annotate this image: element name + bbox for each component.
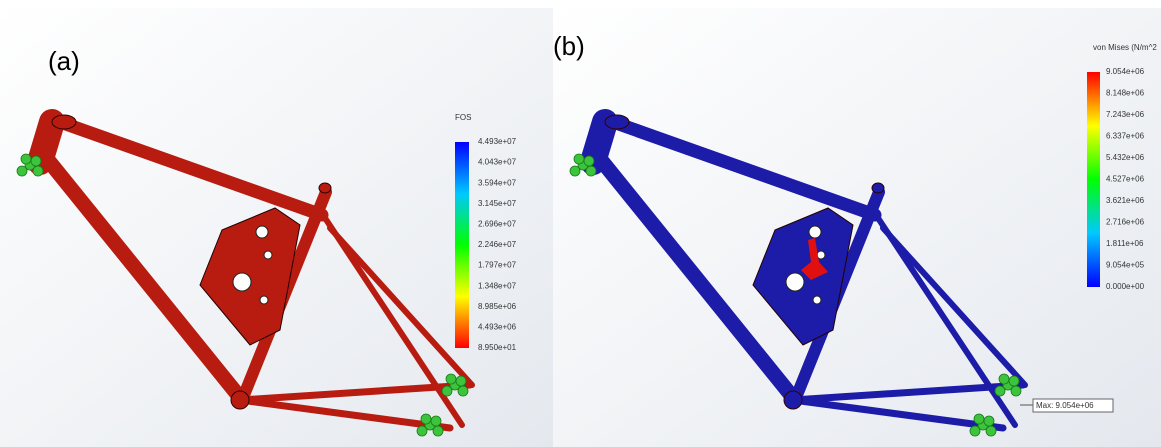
legend-tick-label: 9.054e+06 — [1106, 67, 1145, 76]
tube — [593, 122, 605, 162]
fixture — [417, 426, 427, 436]
plate-hole — [264, 251, 272, 259]
fixture — [442, 386, 452, 396]
fixture — [458, 386, 468, 396]
legend-title: von Mises (N/m^2 — [1093, 43, 1157, 52]
head-tube-top — [605, 115, 629, 129]
plate-hole — [256, 226, 268, 238]
legend-tick-label: 5.432e+06 — [1106, 153, 1145, 162]
legend-bar — [455, 142, 469, 348]
legend-bar — [1087, 72, 1100, 287]
fixture — [33, 166, 43, 176]
plate-hole — [786, 273, 804, 291]
fixture — [986, 426, 996, 436]
fixture — [574, 154, 584, 164]
bottom-bracket — [231, 391, 249, 409]
legend-tick-label: 1.348e+07 — [478, 281, 517, 290]
fixture — [433, 426, 443, 436]
legend-tick-label: 9.054e+05 — [1106, 261, 1145, 270]
legend-tick-label: 4.493e+06 — [478, 323, 517, 332]
fixture — [584, 156, 594, 166]
seat-post — [872, 183, 884, 193]
legend-tick-label: 8.148e+06 — [1106, 89, 1145, 98]
legend-tick-label: 2.696e+07 — [478, 220, 517, 229]
panel-label: (b) — [553, 31, 585, 61]
tube — [40, 122, 52, 162]
plate-hole — [260, 296, 268, 304]
fixture — [984, 416, 994, 426]
legend-tick-label: 6.337e+06 — [1106, 132, 1145, 141]
fixture — [999, 374, 1009, 384]
fixture — [456, 376, 466, 386]
fixture — [970, 426, 980, 436]
fixture — [1011, 386, 1021, 396]
fixture — [1009, 376, 1019, 386]
legend-tick-label: 3.145e+07 — [478, 199, 517, 208]
fixture — [586, 166, 596, 176]
fixture — [974, 414, 984, 424]
legend-tick-label: 8.950e+01 — [478, 343, 517, 352]
legend-tick-label: 3.594e+07 — [478, 178, 517, 187]
legend-tick-label: 4.043e+07 — [478, 158, 517, 167]
fixture — [570, 166, 580, 176]
fixture — [21, 154, 31, 164]
plate-hole — [813, 296, 821, 304]
head-tube-top — [52, 115, 76, 129]
legend-tick-label: 8.985e+06 — [478, 302, 517, 311]
bottom-bracket — [784, 391, 802, 409]
fixture — [31, 156, 41, 166]
plate-hole — [809, 226, 821, 238]
legend-tick-label: 3.621e+06 — [1106, 196, 1145, 205]
legend-tick-label: 2.716e+06 — [1106, 218, 1145, 227]
seat-post — [319, 183, 331, 193]
legend-tick-label: 2.246e+07 — [478, 240, 517, 249]
legend-tick-label: 0.000e+00 — [1106, 282, 1145, 291]
legend-tick-label: 1.797e+07 — [478, 261, 517, 270]
fixture — [421, 414, 431, 424]
panel-b-bg — [553, 8, 1161, 447]
legend-title: FOS — [455, 113, 471, 122]
figure: (a) (b) FOS von Mises (N/m^2 4.493e+07 4.… — [0, 0, 1161, 447]
plate-hole — [233, 273, 251, 291]
legend-tick-label: 1.811e+06 — [1106, 239, 1144, 248]
fixture — [431, 416, 441, 426]
legend-tick-label: 4.493e+07 — [478, 137, 517, 146]
fixture — [995, 386, 1005, 396]
legend-tick-label: 7.243e+06 — [1106, 110, 1145, 119]
max-annotation: Max: 9.054e+06 — [1036, 401, 1094, 410]
fixture — [446, 374, 456, 384]
fixture — [17, 166, 27, 176]
panel-label: (a) — [48, 46, 80, 76]
legend-tick-label: 4.527e+06 — [1106, 175, 1145, 184]
